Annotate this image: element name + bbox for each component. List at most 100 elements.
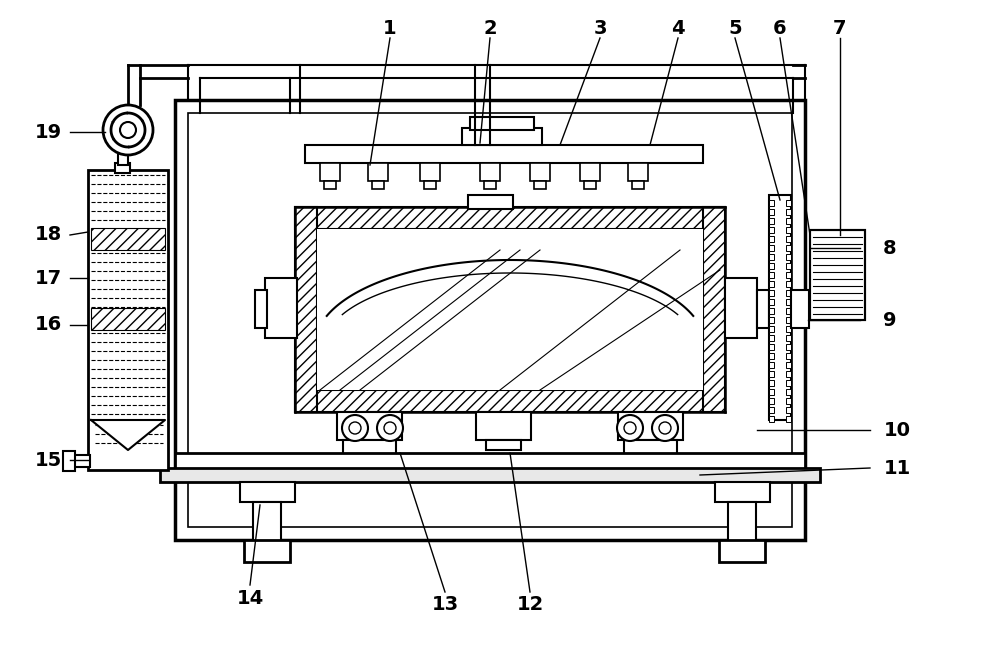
Bar — [769, 281, 774, 287]
Bar — [719, 540, 765, 562]
Bar — [769, 236, 774, 242]
Text: 13: 13 — [431, 595, 459, 614]
Bar — [769, 380, 774, 386]
Text: 2: 2 — [483, 18, 497, 37]
Bar — [175, 453, 805, 471]
Bar — [786, 209, 791, 215]
Text: 10: 10 — [884, 421, 910, 440]
Bar — [240, 482, 295, 502]
Bar — [305, 145, 703, 163]
Bar — [786, 263, 791, 269]
Bar — [420, 163, 440, 181]
Bar — [786, 353, 791, 359]
Bar — [317, 229, 703, 390]
Bar — [343, 440, 396, 454]
Text: 4: 4 — [671, 18, 685, 37]
Bar — [295, 390, 725, 412]
Text: 7: 7 — [833, 18, 847, 37]
Bar — [786, 362, 791, 368]
Bar — [786, 416, 791, 422]
Bar — [160, 468, 820, 482]
Bar — [786, 398, 791, 404]
Bar — [769, 353, 774, 359]
Bar — [786, 380, 791, 386]
Bar — [468, 195, 513, 209]
Text: 17: 17 — [34, 269, 62, 288]
Circle shape — [103, 105, 153, 155]
Bar — [295, 207, 725, 229]
Bar — [253, 502, 281, 542]
Circle shape — [659, 422, 671, 434]
Bar — [786, 317, 791, 323]
Bar — [786, 290, 791, 296]
Bar — [769, 362, 774, 368]
Bar — [769, 389, 774, 395]
Bar — [786, 299, 791, 305]
Bar — [484, 181, 496, 189]
Bar — [786, 335, 791, 341]
Bar — [769, 290, 774, 296]
Bar — [295, 207, 317, 412]
Bar — [786, 245, 791, 251]
Bar — [769, 227, 774, 233]
Bar — [72, 455, 90, 467]
Circle shape — [617, 415, 643, 441]
Circle shape — [120, 122, 136, 138]
Bar — [534, 181, 546, 189]
Bar — [769, 245, 774, 251]
Text: 5: 5 — [728, 18, 742, 37]
Text: 9: 9 — [883, 310, 897, 329]
Bar — [462, 128, 542, 145]
Bar — [786, 344, 791, 350]
Bar — [715, 482, 770, 502]
Bar — [786, 254, 791, 260]
Text: 1: 1 — [383, 18, 397, 37]
Bar — [786, 236, 791, 242]
Text: 18: 18 — [34, 225, 62, 244]
Bar — [584, 181, 596, 189]
Bar — [91, 228, 165, 250]
Bar — [769, 209, 774, 215]
Bar — [769, 416, 774, 422]
Bar — [786, 227, 791, 233]
Bar — [265, 278, 297, 338]
Text: 19: 19 — [34, 122, 62, 141]
Bar — [480, 163, 500, 181]
Text: 3: 3 — [593, 18, 607, 37]
Bar — [703, 207, 725, 412]
Bar — [786, 281, 791, 287]
Bar — [769, 344, 774, 350]
Text: 16: 16 — [34, 316, 62, 335]
Text: 14: 14 — [236, 588, 264, 607]
Bar — [372, 181, 384, 189]
Text: 8: 8 — [883, 238, 897, 257]
Bar — [786, 389, 791, 395]
Bar — [810, 230, 865, 320]
Bar — [786, 200, 791, 206]
Bar — [769, 299, 774, 305]
Bar — [769, 272, 774, 278]
Bar — [786, 326, 791, 332]
Bar — [530, 163, 550, 181]
Bar — [470, 117, 534, 130]
Bar — [244, 540, 290, 562]
Bar — [769, 398, 774, 404]
Bar — [786, 308, 791, 314]
Bar — [368, 163, 388, 181]
Circle shape — [624, 422, 636, 434]
Bar — [632, 181, 644, 189]
Circle shape — [377, 415, 403, 441]
Bar — [580, 163, 600, 181]
Bar — [728, 502, 756, 542]
Circle shape — [349, 422, 361, 434]
Bar — [769, 263, 774, 269]
Bar — [320, 163, 340, 181]
Bar — [424, 181, 436, 189]
Bar — [769, 407, 774, 413]
Bar — [91, 308, 165, 330]
Bar — [175, 100, 805, 540]
Bar — [476, 412, 531, 440]
Bar — [786, 371, 791, 377]
Bar — [769, 317, 774, 323]
Bar — [769, 254, 774, 260]
